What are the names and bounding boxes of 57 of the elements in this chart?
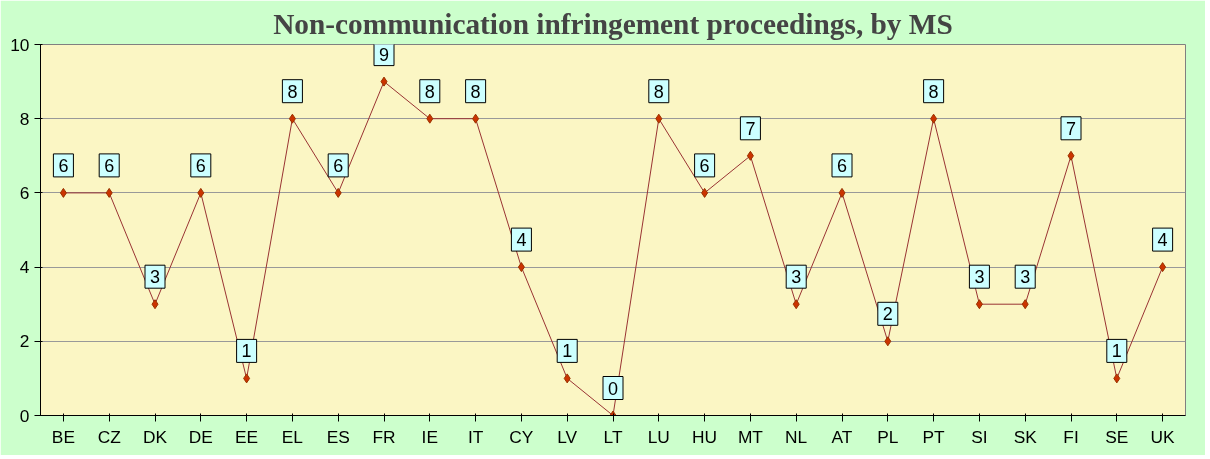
data-label: 3 <box>1020 267 1031 288</box>
x-tick-label: SK <box>1013 426 1038 447</box>
data-label: 6 <box>195 155 206 176</box>
data-label: 8 <box>928 81 939 102</box>
data-label: 4 <box>1157 230 1168 251</box>
data-label: 1 <box>241 341 252 362</box>
x-tick-label: IE <box>421 426 438 447</box>
data-label: 8 <box>424 81 435 102</box>
x-tick-label: FI <box>1063 426 1079 447</box>
x-tick-label: PT <box>922 426 946 447</box>
x-tick-label: LT <box>603 426 623 447</box>
data-label: 6 <box>104 155 115 176</box>
x-tick-label: BE <box>51 426 75 447</box>
y-tick-label: 2 <box>19 331 30 352</box>
data-label: 3 <box>791 267 802 288</box>
data-label: 2 <box>882 304 893 325</box>
x-tick-label: CY <box>509 426 534 447</box>
x-tick-label: DK <box>142 426 168 447</box>
x-tick-label: ES <box>326 426 350 447</box>
data-label: 8 <box>653 81 664 102</box>
y-tick-label: 10 <box>10 34 30 55</box>
x-tick-label: LU <box>647 426 670 447</box>
data-label: 9 <box>379 44 390 65</box>
data-label: 6 <box>333 155 344 176</box>
x-tick-label: CZ <box>97 426 122 447</box>
x-tick-label: NL <box>785 426 808 447</box>
data-label: 8 <box>287 81 298 102</box>
y-tick-label: 4 <box>19 257 30 278</box>
data-label: 8 <box>470 81 481 102</box>
x-tick-label: DE <box>188 426 213 447</box>
data-label: 4 <box>516 230 527 251</box>
x-tick-label: MT <box>737 426 764 447</box>
x-tick-label: PL <box>877 426 899 447</box>
data-label: 3 <box>974 267 985 288</box>
data-label: 6 <box>58 155 69 176</box>
x-tick-label: LV <box>557 426 578 447</box>
data-label: 6 <box>837 155 848 176</box>
x-tick-label: SE <box>1105 426 1129 447</box>
data-label: 1 <box>562 341 573 362</box>
x-tick-label: HU <box>692 426 718 447</box>
x-tick-label: AT <box>831 426 853 447</box>
data-label: 7 <box>745 118 756 139</box>
data-label: 1 <box>1111 341 1122 362</box>
chart-title: Non-communication infringement proceedings, by MS <box>273 7 953 40</box>
data-label: 7 <box>1066 118 1077 139</box>
y-tick-label: 0 <box>19 405 30 426</box>
x-tick-label: EE <box>235 426 259 447</box>
x-tick-label: IT <box>467 426 484 447</box>
x-tick-label: SI <box>971 426 988 447</box>
x-tick-label: EL <box>281 426 304 447</box>
x-tick-label: UK <box>1150 426 1176 447</box>
x-tick-label: FR <box>372 426 396 447</box>
y-tick-label: 6 <box>19 182 30 203</box>
y-tick-label: 8 <box>19 108 30 129</box>
data-label: 6 <box>699 155 710 176</box>
data-label: 3 <box>150 267 161 288</box>
data-label: 0 <box>608 378 619 399</box>
